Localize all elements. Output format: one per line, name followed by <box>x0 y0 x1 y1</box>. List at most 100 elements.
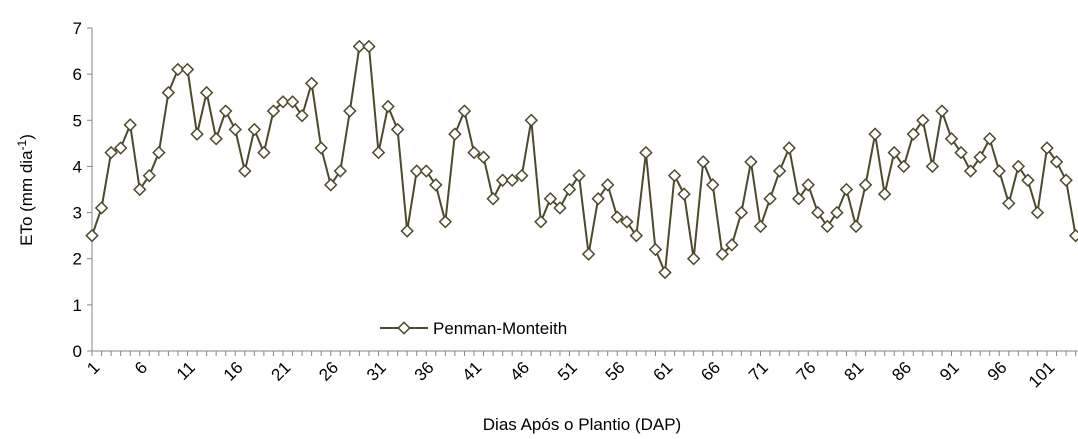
marker <box>238 164 252 178</box>
x-tick-label: 91 <box>936 358 963 385</box>
marker <box>753 219 768 234</box>
marker <box>1030 205 1045 220</box>
x-tick-label: 26 <box>315 358 342 385</box>
marker <box>476 150 491 164</box>
marker <box>839 182 854 197</box>
marker <box>811 205 825 220</box>
marker <box>935 104 949 118</box>
marker <box>343 104 357 118</box>
marker <box>113 141 128 155</box>
x-tick-label: 66 <box>697 358 724 385</box>
marker <box>457 104 472 118</box>
marker <box>180 62 195 77</box>
marker <box>104 145 118 160</box>
y-tick-label: 1 <box>73 296 82 315</box>
y-tick-label: 3 <box>73 204 82 223</box>
x-tick-label: 101 <box>1025 358 1058 391</box>
marker <box>639 145 653 160</box>
x-tick-label: 56 <box>602 358 629 385</box>
marker <box>600 178 615 192</box>
marker <box>591 192 605 206</box>
marker <box>1002 196 1016 211</box>
x-tick-label: 76 <box>793 358 820 385</box>
marker <box>954 145 968 160</box>
marker <box>734 205 749 220</box>
marker <box>152 145 166 160</box>
marker <box>849 219 863 234</box>
marker <box>94 201 109 215</box>
marker <box>887 145 901 160</box>
marker <box>438 215 453 229</box>
marker <box>123 118 137 132</box>
x-tick-label: 1 <box>83 358 103 378</box>
marker <box>133 182 147 197</box>
y-tick-label: 4 <box>73 157 82 176</box>
marker <box>295 108 309 123</box>
marker <box>199 85 214 100</box>
marker <box>820 219 835 234</box>
marker <box>620 215 634 229</box>
x-tick-label: 96 <box>984 358 1011 385</box>
x-tick-label: 71 <box>745 358 772 385</box>
marker <box>333 164 348 178</box>
marker <box>228 122 242 137</box>
marker <box>448 127 462 141</box>
x-tick-label: 21 <box>268 358 295 385</box>
marker <box>830 205 844 220</box>
marker <box>209 132 223 146</box>
marker <box>725 238 739 252</box>
y-tick-label: 5 <box>73 111 82 130</box>
marker <box>973 150 987 164</box>
x-tick-label: 46 <box>506 358 533 385</box>
x-tick-label: 81 <box>841 358 868 385</box>
marker <box>897 159 911 174</box>
x-tick-label: 11 <box>173 358 199 384</box>
marker <box>1021 173 1035 187</box>
marker <box>190 127 204 141</box>
marker <box>257 145 271 160</box>
marker <box>648 242 663 257</box>
y-tick-label: 0 <box>73 342 82 361</box>
y-tick-label: 2 <box>73 250 82 269</box>
x-tick-label: 51 <box>554 358 581 385</box>
marker <box>276 95 290 109</box>
marker <box>304 76 319 91</box>
marker <box>677 187 691 201</box>
marker <box>486 192 500 206</box>
marker <box>218 104 233 118</box>
marker <box>658 265 672 280</box>
marker <box>142 168 157 183</box>
marker <box>916 113 930 128</box>
marker <box>285 95 300 109</box>
y-tick-label: 7 <box>73 19 82 38</box>
marker <box>1040 141 1054 155</box>
marker <box>868 127 882 141</box>
y-label-end: ) <box>17 134 36 140</box>
marker <box>352 39 367 54</box>
x-tick-label: 31 <box>363 358 390 385</box>
marker <box>801 178 815 192</box>
marker <box>963 164 978 178</box>
marker <box>505 173 519 187</box>
marker <box>171 62 185 77</box>
y-tick-label: 6 <box>73 65 82 84</box>
marker <box>161 85 176 100</box>
x-tick-label: 16 <box>220 358 247 385</box>
legend-label: Penman-Monteith <box>433 319 567 338</box>
marker <box>429 178 443 192</box>
marker <box>1059 173 1073 187</box>
marker <box>266 104 281 118</box>
marker <box>906 127 921 141</box>
marker <box>515 168 529 183</box>
marker <box>744 155 758 169</box>
marker <box>772 164 787 178</box>
x-tick-label: 86 <box>888 358 915 385</box>
marker <box>553 201 567 215</box>
marker <box>562 182 577 197</box>
marker <box>791 192 806 206</box>
marker <box>763 192 777 206</box>
y-label: ETo (mm dia <box>17 150 36 246</box>
marker <box>925 159 940 174</box>
marker <box>534 215 548 229</box>
